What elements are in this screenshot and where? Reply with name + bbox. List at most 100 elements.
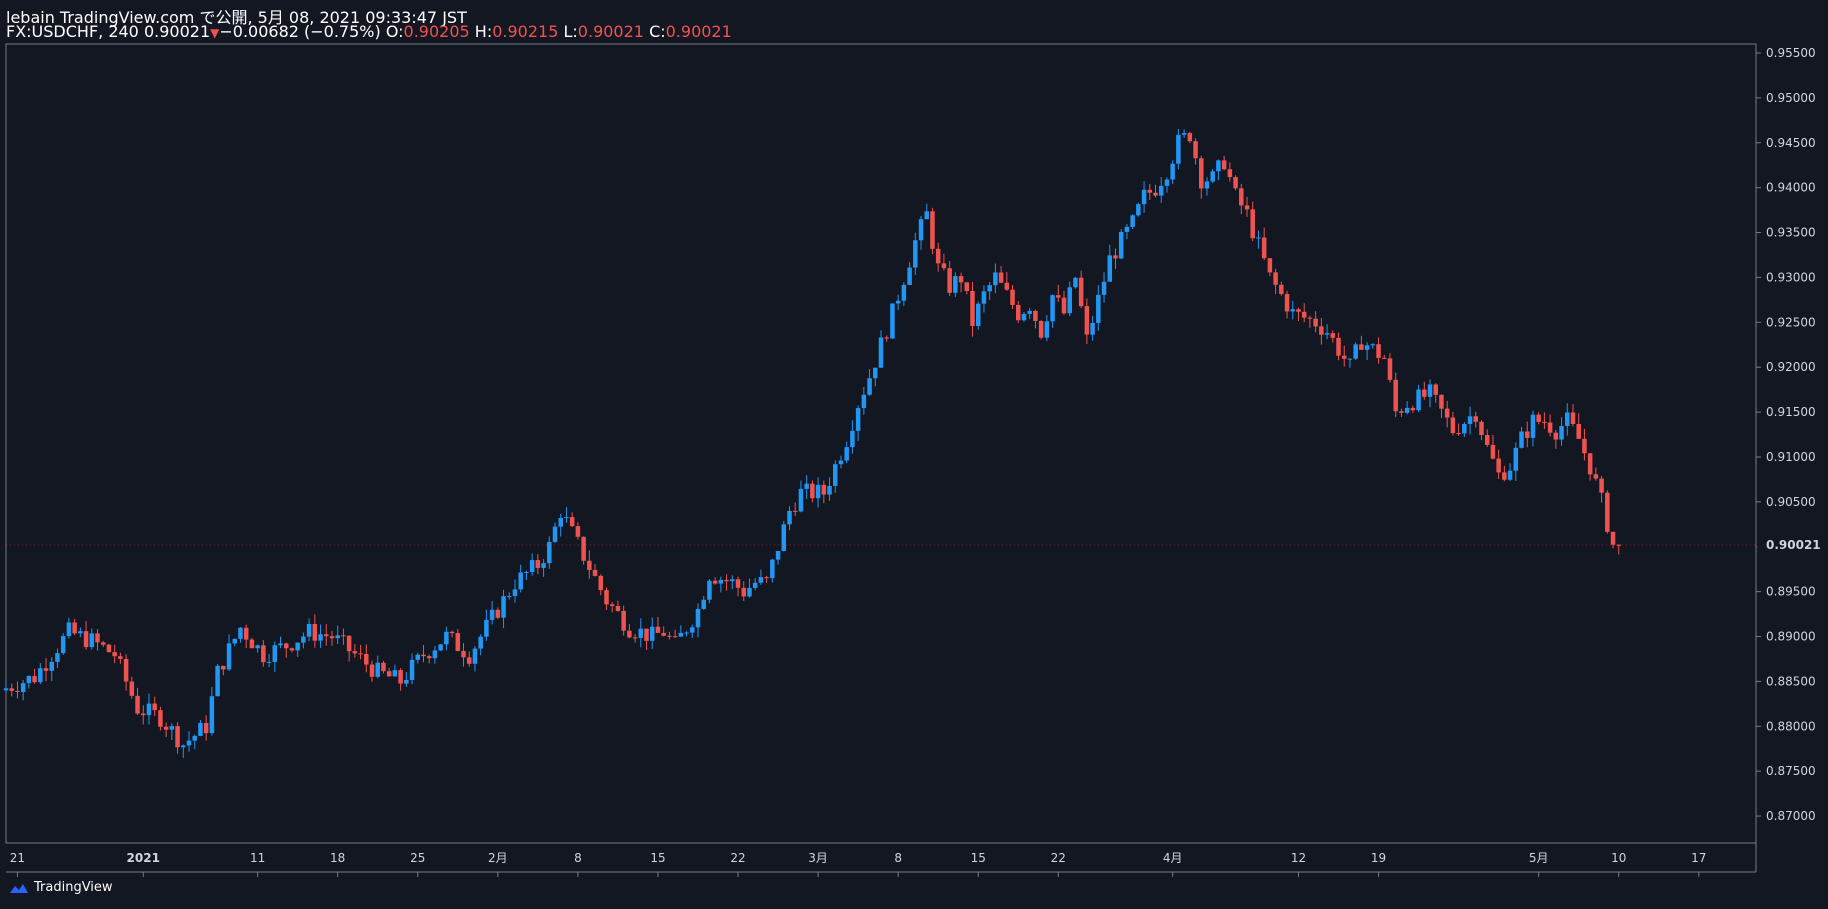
candle-body (295, 642, 300, 651)
candle-body (329, 636, 335, 639)
candle-body (215, 665, 220, 697)
candle-body (266, 661, 272, 663)
candle-body (43, 668, 49, 671)
candle-body (1387, 358, 1393, 380)
candle-body (810, 483, 815, 499)
y-tick-label: 0.87500 (1766, 764, 1816, 778)
candle-body (106, 644, 112, 653)
tradingview-logo[interactable]: TradingView (8, 880, 113, 895)
candle-body (1336, 337, 1341, 356)
candle-body (1038, 320, 1044, 338)
candle-body (1605, 492, 1610, 532)
candle-body (1021, 313, 1027, 321)
candle-body (901, 284, 907, 301)
candle-body (283, 643, 289, 649)
candle-body (1559, 425, 1564, 440)
x-tick-label: 15 (971, 851, 986, 865)
candle-body (970, 290, 975, 326)
candle-body (712, 580, 718, 584)
candle-body (226, 643, 232, 670)
close-label: C: (649, 22, 666, 41)
candle-body (1450, 417, 1456, 433)
candle-body (913, 240, 918, 268)
x-tick-label: 3月 (808, 851, 828, 865)
y-tick-label: 0.88000 (1766, 719, 1816, 733)
candle-body (1610, 531, 1616, 545)
time-axis[interactable]: 21 2021 11 18 25 2月 8 15 22 3月 8 15 22 4月 12 19 5月 10 17 (10, 851, 1707, 877)
candle-body (958, 276, 964, 283)
candle-body (1250, 209, 1255, 239)
x-tick-label: 2月 (488, 851, 508, 865)
candle-body (1290, 309, 1296, 312)
candle-body (1113, 255, 1118, 259)
candle-body (421, 654, 426, 657)
candle-body (289, 648, 295, 651)
candle-body (261, 645, 266, 663)
x-tick-label: 11 (250, 851, 265, 865)
candle-body (146, 703, 152, 716)
candle-body (1050, 295, 1055, 322)
candle-body (358, 653, 363, 655)
candle-body (861, 394, 867, 409)
candle-body (844, 447, 849, 461)
candle-body (1416, 389, 1421, 411)
candle-body (1422, 389, 1427, 397)
candle-body (1170, 163, 1175, 180)
candle-body (1565, 412, 1570, 426)
candle-body (1319, 326, 1324, 335)
candle-body (1256, 237, 1261, 239)
candle-body (1284, 293, 1290, 312)
candle-body (1158, 185, 1164, 196)
candle-body (1044, 321, 1050, 338)
candle-body (20, 683, 26, 692)
candle-body (690, 627, 695, 633)
candle-body (198, 722, 203, 736)
open-value: 0.90205 (403, 22, 470, 41)
candle-body (975, 303, 981, 326)
candle-body (461, 650, 466, 658)
candle-body (764, 577, 769, 579)
candle-body (524, 571, 529, 573)
candle-body (169, 726, 175, 730)
candle-body (163, 726, 169, 730)
candle-body (621, 610, 626, 631)
candle-body (1147, 189, 1153, 193)
high-value: 0.90215 (492, 22, 559, 41)
candle-body (804, 483, 809, 489)
candle-body (203, 722, 209, 734)
candle-body (775, 551, 781, 560)
candle-body (541, 563, 546, 568)
candle-body (1496, 458, 1501, 473)
candle-body (118, 656, 123, 659)
candle-body (1433, 384, 1438, 395)
candle-body (1273, 272, 1278, 285)
candle-body (747, 587, 752, 597)
candle-body (907, 267, 912, 285)
symbol-label[interactable]: FX:USDCHF, 240 (6, 22, 139, 41)
candle-body (375, 662, 380, 677)
candle-body (278, 643, 283, 646)
x-tick-label: 2021 (127, 851, 160, 865)
candle-body (993, 272, 998, 286)
candle-body (1210, 171, 1215, 182)
candle-body (392, 670, 398, 677)
candle-body (1164, 179, 1170, 186)
candle-body (1118, 231, 1124, 259)
candle-body (564, 517, 569, 519)
candle-body (718, 579, 724, 584)
y-tick-label: 0.89000 (1766, 630, 1816, 644)
candle-body (426, 656, 432, 659)
candle-body (1370, 344, 1376, 346)
candle-body (38, 668, 43, 683)
price-axis[interactable]: 0.95500 0.95000 0.94500 0.94000 0.93500 0.930… (1756, 46, 1816, 823)
candle-body (1090, 322, 1095, 335)
candle-body (181, 745, 186, 748)
last-price-badge (1757, 535, 1815, 554)
candle-body (855, 408, 861, 431)
candle-body (1479, 421, 1484, 435)
candle-body (1519, 431, 1524, 448)
plot-frame (5, 43, 1757, 844)
candle-body (815, 484, 821, 499)
candle-body (272, 645, 278, 662)
